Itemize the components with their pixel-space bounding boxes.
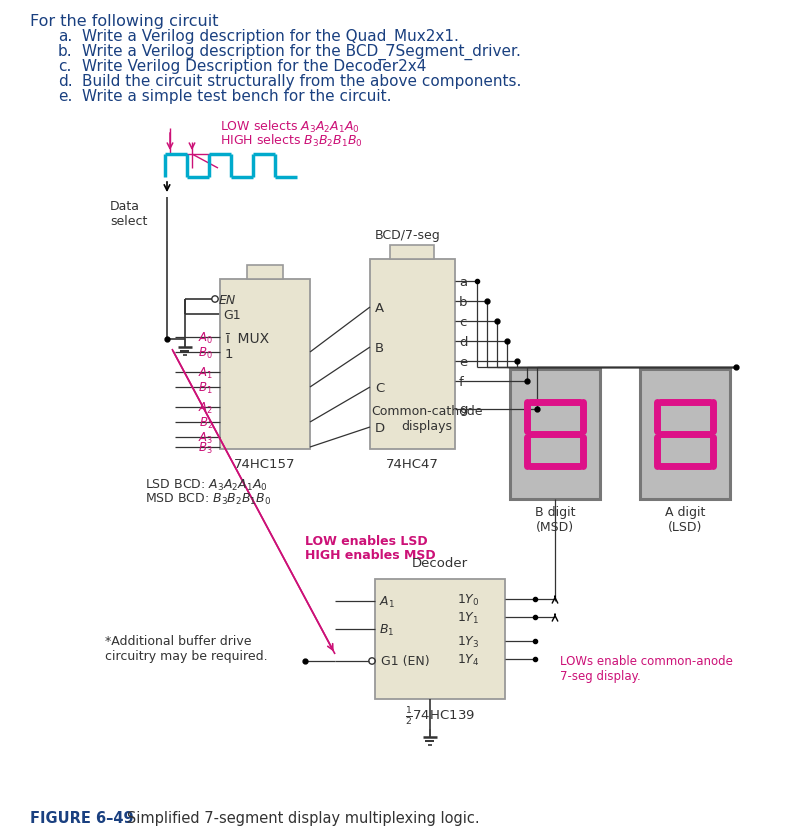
Text: HIGH enables MSD: HIGH enables MSD [305, 548, 436, 561]
Text: FIGURE 6–49: FIGURE 6–49 [30, 810, 134, 825]
Text: Write a simple test bench for the circuit.: Write a simple test bench for the circui… [82, 89, 391, 104]
Text: $\frac{1}{2}$74HC139: $\frac{1}{2}$74HC139 [405, 705, 475, 727]
Text: LOW enables LSD: LOW enables LSD [305, 534, 428, 548]
Text: c: c [459, 315, 466, 328]
Text: Write a Verilog description for the Quad_Mux2x1.: Write a Verilog description for the Quad… [82, 29, 459, 45]
Text: $B_3$: $B_3$ [199, 440, 213, 455]
Bar [375, 579, 505, 699]
Text: ī  MUX: ī MUX [225, 332, 269, 345]
Text: G1 (EN): G1 (EN) [381, 655, 429, 668]
Text: $B_1$: $B_1$ [379, 622, 394, 637]
Text: *Additional buffer drive
circuitry may be required.: *Additional buffer drive circuitry may b… [105, 635, 268, 662]
Text: $B_1$: $B_1$ [199, 380, 213, 395]
Text: c.: c. [58, 59, 71, 74]
Bar [390, 246, 434, 260]
Text: G1: G1 [223, 308, 241, 321]
Text: $1Y_3$: $1Y_3$ [457, 634, 479, 649]
Text: C: C [375, 381, 384, 394]
Text: f: f [459, 375, 464, 388]
Text: e: e [459, 355, 467, 368]
Text: 1: 1 [225, 348, 234, 360]
Text: $A_0$: $A_0$ [198, 330, 213, 345]
Bar [510, 370, 600, 499]
Text: $A_3$: $A_3$ [198, 430, 213, 445]
Bar [640, 370, 730, 499]
Text: EN: EN [219, 293, 236, 306]
Text: A digit
(LSD): A digit (LSD) [664, 506, 705, 533]
Text: b: b [459, 295, 467, 308]
Text: Simplified 7-segment display multiplexing logic.: Simplified 7-segment display multiplexin… [113, 810, 480, 825]
Text: A: A [375, 301, 384, 314]
Text: a.: a. [58, 29, 72, 44]
Text: e.: e. [58, 89, 72, 104]
Text: Data
select: Data select [110, 200, 147, 227]
Text: $B_2$: $B_2$ [199, 415, 213, 430]
Text: Write a Verilog description for the BCD_7Segment_driver.: Write a Verilog description for the BCD_… [82, 44, 521, 60]
Text: B digit
(MSD): B digit (MSD) [535, 506, 575, 533]
Text: g: g [459, 403, 467, 416]
Text: $1Y_0$: $1Y_0$ [457, 592, 480, 607]
Text: $B_0$: $B_0$ [198, 345, 213, 360]
Text: D: D [375, 421, 385, 434]
Text: LSD BCD: $A_3A_2A_1A_0$: LSD BCD: $A_3A_2A_1A_0$ [145, 477, 268, 492]
Text: Decoder: Decoder [412, 556, 468, 569]
Text: $A_1$: $A_1$ [198, 365, 213, 380]
Text: Write Verilog Description for the Decoder2x4: Write Verilog Description for the Decode… [82, 59, 426, 74]
Bar [220, 280, 310, 450]
Text: Build the circuit structurally from the above components.: Build the circuit structurally from the … [82, 74, 521, 89]
Text: LOW selects $A_3A_2A_1A_0$: LOW selects $A_3A_2A_1A_0$ [220, 119, 360, 135]
Text: LOWs enable common-anode
7-seg display.: LOWs enable common-anode 7-seg display. [560, 655, 733, 682]
Text: a: a [459, 275, 467, 288]
Bar [247, 266, 283, 280]
Text: Common-cathode
displays: Common-cathode displays [371, 405, 483, 432]
Text: 74HC47: 74HC47 [386, 457, 439, 471]
Text: d.: d. [58, 74, 73, 89]
Text: d: d [459, 335, 467, 348]
Text: $A_2$: $A_2$ [198, 400, 213, 415]
Text: 74HC157: 74HC157 [234, 457, 295, 471]
Text: $1Y_4$: $1Y_4$ [457, 652, 480, 667]
Text: MSD BCD: $B_3B_2B_1B_0$: MSD BCD: $B_3B_2B_1B_0$ [145, 492, 272, 507]
Bar [370, 260, 455, 450]
Text: b.: b. [58, 44, 73, 59]
Text: $A_1$: $A_1$ [379, 594, 395, 609]
Text: HIGH selects $B_3B_2B_1B_0$: HIGH selects $B_3B_2B_1B_0$ [220, 133, 363, 149]
Text: $1Y_1$: $1Y_1$ [457, 609, 479, 624]
Text: BCD/7-seg: BCD/7-seg [375, 229, 441, 242]
Text: For the following circuit: For the following circuit [30, 14, 219, 29]
Text: B: B [375, 341, 384, 354]
